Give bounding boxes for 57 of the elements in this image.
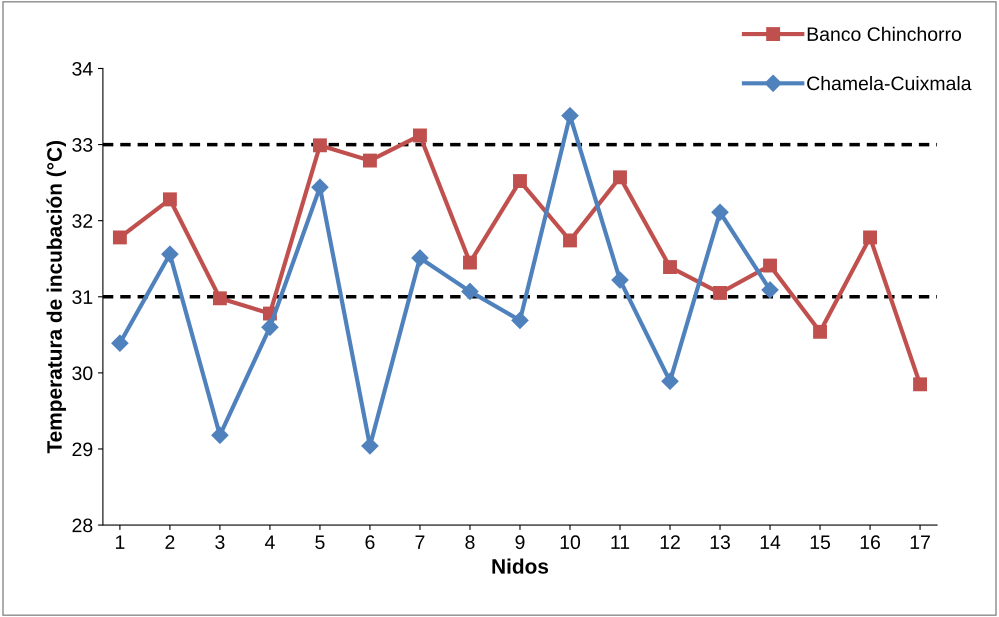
point bbox=[763, 258, 777, 273]
point bbox=[513, 174, 527, 188]
y-axis-title: Temperatura de incubación (°C) bbox=[46, 141, 66, 454]
point bbox=[563, 234, 577, 248]
x-tick-label: 13 bbox=[710, 535, 730, 550]
x-tick-label: 16 bbox=[860, 535, 880, 550]
point bbox=[413, 128, 427, 142]
point bbox=[613, 170, 627, 184]
point bbox=[711, 204, 729, 221]
x-tick-label: 7 bbox=[416, 536, 424, 549]
y-tick-label: 32 bbox=[72, 214, 92, 228]
point bbox=[813, 324, 827, 339]
point bbox=[463, 256, 477, 270]
x-axis-title: Nidos bbox=[492, 558, 548, 574]
x-tick-label: 3 bbox=[215, 535, 224, 550]
x-tick-label: 8 bbox=[465, 535, 475, 550]
point bbox=[511, 312, 529, 329]
x-tick-label: 6 bbox=[366, 535, 375, 550]
point bbox=[863, 230, 877, 244]
point bbox=[162, 192, 177, 206]
legend-label: Chamela-Cuixmala bbox=[807, 76, 972, 90]
x-tick-label: 2 bbox=[165, 535, 174, 549]
x-tick-label: 10 bbox=[560, 535, 580, 550]
point bbox=[311, 178, 328, 196]
point bbox=[461, 282, 479, 300]
point bbox=[312, 138, 327, 152]
point bbox=[161, 246, 178, 263]
x-tick-label: 12 bbox=[660, 535, 680, 549]
point bbox=[212, 291, 227, 306]
point bbox=[112, 230, 127, 244]
y-tick-label: 28 bbox=[72, 518, 92, 532]
point bbox=[211, 426, 228, 444]
legend-label: Banco Chinchorro bbox=[808, 26, 962, 42]
x-tick-label: 17 bbox=[910, 536, 930, 549]
x-tick-label: 4 bbox=[264, 536, 275, 549]
point bbox=[661, 372, 679, 390]
point bbox=[363, 154, 377, 168]
point bbox=[713, 286, 727, 300]
point bbox=[111, 334, 128, 352]
x-tick-label: 14 bbox=[760, 536, 780, 549]
y-tick-label: 30 bbox=[72, 366, 92, 380]
point bbox=[411, 249, 429, 267]
x-tick-label: 11 bbox=[611, 536, 630, 549]
point bbox=[561, 107, 579, 124]
y-tick-label: 31 bbox=[72, 290, 92, 304]
y-tick-label: 34 bbox=[72, 62, 93, 76]
x-tick-label: 1 bbox=[116, 536, 124, 549]
point bbox=[913, 377, 928, 392]
y-tick-label: 29 bbox=[72, 442, 92, 456]
x-tick-label: 15 bbox=[810, 536, 830, 550]
x-tick-label: 9 bbox=[515, 535, 524, 550]
y-tick-label: 33 bbox=[72, 138, 92, 152]
x-tick-label: 5 bbox=[315, 536, 325, 550]
point bbox=[611, 271, 629, 289]
point bbox=[663, 260, 677, 274]
point bbox=[261, 318, 278, 336]
point bbox=[761, 281, 779, 298]
